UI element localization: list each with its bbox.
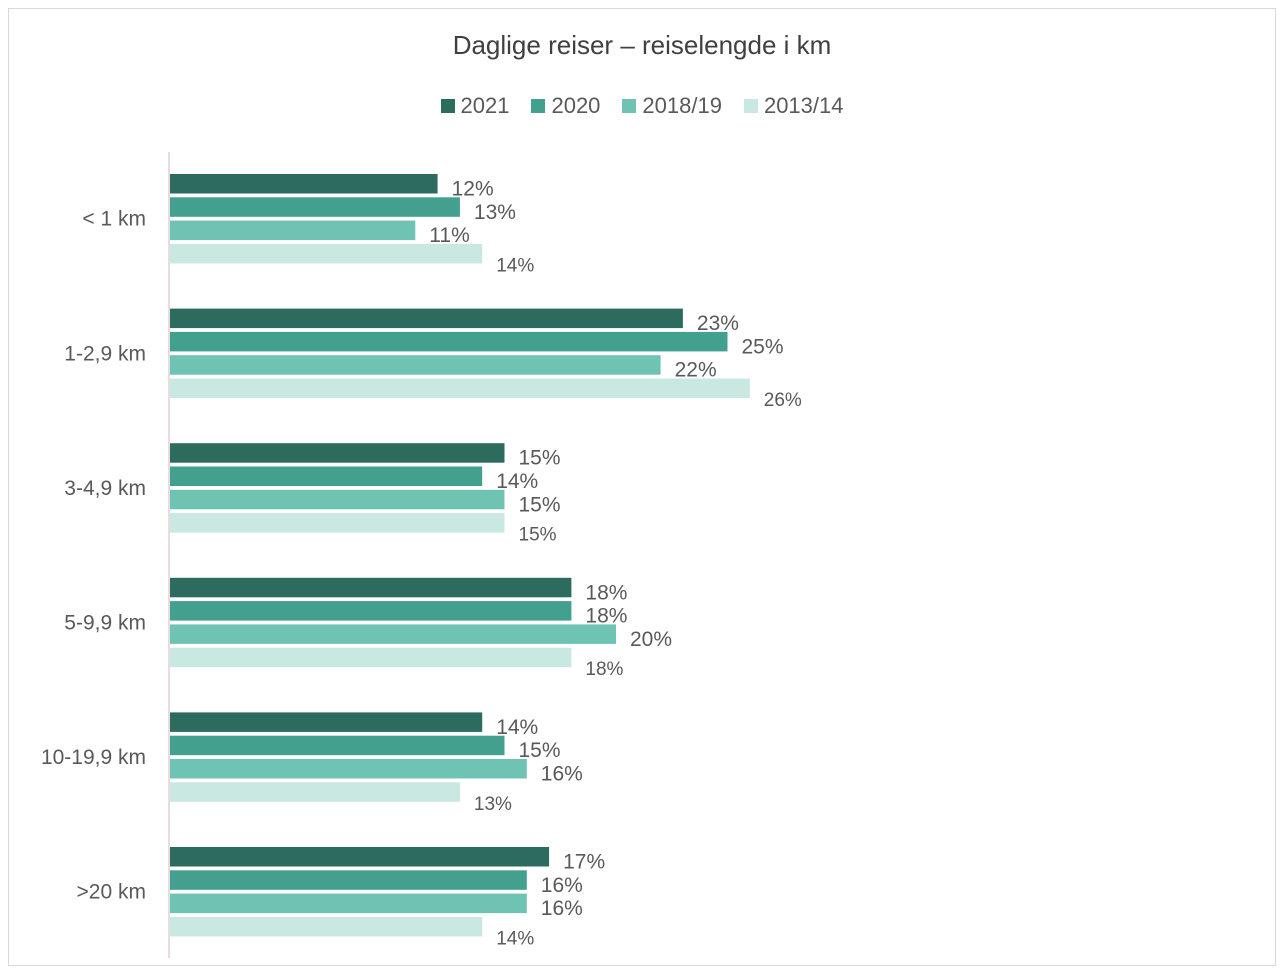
legend-label-2020: 2020 bbox=[551, 93, 601, 118]
data-label-2021: 15% bbox=[519, 447, 561, 470]
data-label-2020: 13% bbox=[474, 201, 516, 224]
bar-2013-14 bbox=[170, 782, 460, 802]
bar-2018-19 bbox=[170, 355, 661, 375]
category-label: 10-19,9 km bbox=[41, 746, 146, 769]
bar-2018-19 bbox=[170, 220, 416, 241]
bar-2013-14 bbox=[170, 513, 505, 533]
data-label-2021: 23% bbox=[697, 312, 739, 335]
bar-2020 bbox=[170, 466, 483, 486]
bar-2018-19 bbox=[170, 489, 505, 510]
category-label: 1-2,9 km bbox=[64, 342, 146, 365]
category-label: 3-4,9 km bbox=[64, 477, 146, 500]
bar-2021 bbox=[170, 308, 683, 329]
legend-item-2018-19: 2018/19 bbox=[622, 93, 722, 119]
bar-2020 bbox=[170, 735, 505, 756]
data-label-2020: 18% bbox=[585, 605, 627, 628]
chart-frame bbox=[8, 8, 1276, 966]
legend-item-2013-14: 2013/14 bbox=[743, 93, 844, 119]
category-label: < 1 km bbox=[82, 208, 146, 231]
bar-2020 bbox=[170, 601, 572, 621]
category-label: >20 km bbox=[77, 881, 146, 904]
data-label-2020: 15% bbox=[519, 739, 561, 762]
legend-swatch-2020 bbox=[531, 99, 546, 113]
bar-2013-14 bbox=[170, 647, 572, 668]
legend-label-2018-19: 2018/19 bbox=[642, 93, 722, 118]
legend-swatch-2021 bbox=[440, 99, 455, 113]
bar-2021 bbox=[170, 847, 550, 867]
data-label-2013-14: 15% bbox=[519, 525, 557, 546]
data-label-2020: 14% bbox=[496, 470, 538, 493]
data-label-2018-19: 15% bbox=[519, 493, 561, 516]
legend-swatch-2018-19 bbox=[622, 99, 637, 113]
legend-swatch-2013-14 bbox=[743, 99, 758, 113]
data-label-2013-14: 14% bbox=[496, 928, 534, 949]
data-label-2020: 16% bbox=[541, 874, 583, 897]
bar-2013-14 bbox=[170, 378, 750, 398]
bar-2021 bbox=[170, 712, 483, 732]
bar-2018-19 bbox=[170, 624, 616, 644]
chart-title: Daglige reiser – reiselengde i km bbox=[452, 30, 832, 60]
bar-2018-19 bbox=[170, 893, 527, 914]
category-label: 5-9,9 km bbox=[64, 612, 146, 635]
data-label-2018-19: 22% bbox=[675, 359, 717, 382]
legend-item-2020: 2020 bbox=[531, 93, 600, 119]
data-label-2013-14: 18% bbox=[585, 659, 623, 680]
legend-label-2013-14: 2013/14 bbox=[763, 93, 844, 118]
bar-2013-14 bbox=[170, 243, 483, 264]
data-label-2021: 14% bbox=[496, 716, 538, 739]
data-label-2018-19: 11% bbox=[429, 224, 469, 247]
data-label-2018-19: 16% bbox=[541, 897, 583, 920]
bar-2020 bbox=[170, 331, 728, 352]
bar-2020 bbox=[170, 197, 460, 217]
bar-2020 bbox=[170, 870, 527, 890]
data-label-2013-14: 13% bbox=[474, 794, 512, 815]
bar-2021 bbox=[170, 577, 572, 598]
data-label-2021: 17% bbox=[563, 851, 605, 874]
data-label-2018-19: 20% bbox=[630, 628, 672, 651]
chart-legend: 2021 2020 2018/19 2013/14 bbox=[0, 93, 1284, 119]
data-label-2013-14: 14% bbox=[496, 255, 534, 276]
data-label-2018-19: 16% bbox=[541, 763, 583, 786]
data-label-2020: 25% bbox=[742, 335, 784, 358]
bar-2013-14 bbox=[170, 916, 483, 937]
bar-2018-19 bbox=[170, 759, 527, 779]
bar-2021 bbox=[170, 174, 438, 194]
data-label-2013-14: 26% bbox=[764, 390, 802, 411]
legend-item-2021: 2021 bbox=[440, 93, 510, 119]
legend-label-2021: 2021 bbox=[460, 93, 510, 118]
data-label-2021: 12% bbox=[452, 178, 494, 201]
data-label-2021: 18% bbox=[585, 581, 627, 604]
bar-2021 bbox=[170, 443, 505, 463]
